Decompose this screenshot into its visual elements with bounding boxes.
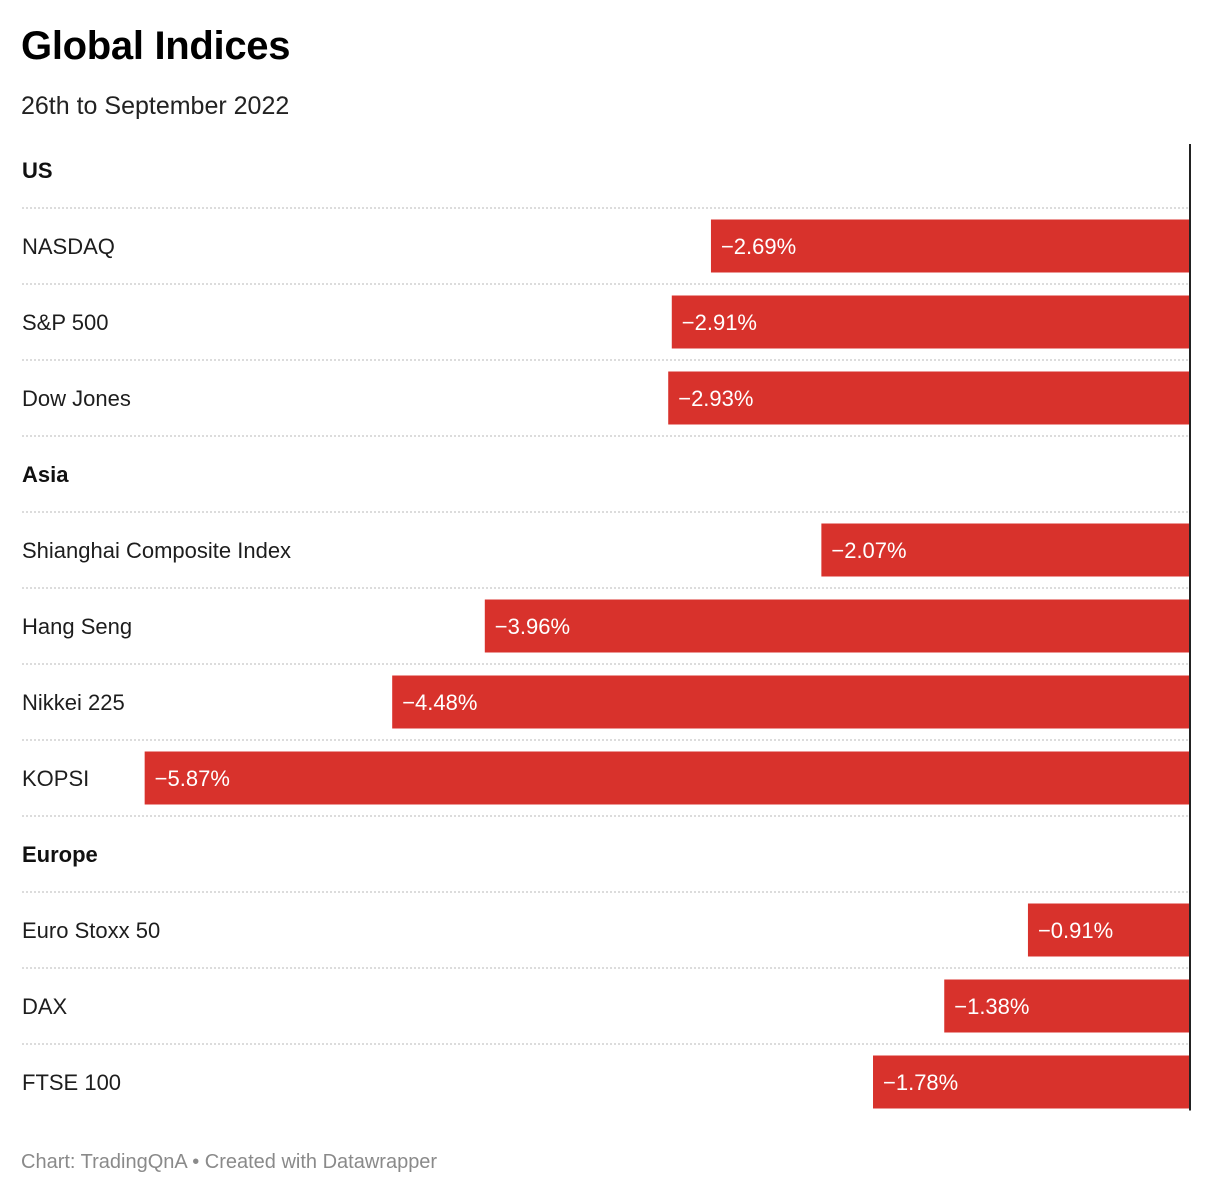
category-label: Nikkei 225: [22, 690, 125, 715]
bar: [392, 675, 1190, 729]
value-label: −3.96%: [495, 614, 570, 639]
value-label: −1.38%: [954, 994, 1029, 1019]
category-label: Dow Jones: [22, 386, 131, 411]
value-label: −2.69%: [721, 234, 796, 259]
value-label: −5.87%: [155, 766, 230, 791]
group-label: US: [22, 158, 53, 183]
bar: [1027, 903, 1190, 957]
category-label: Euro Stoxx 50: [22, 918, 160, 943]
value-label: −1.78%: [883, 1070, 958, 1095]
bar: [710, 219, 1190, 273]
chart-source-note: Chart: TradingQnA • Created with Datawra…: [21, 1151, 438, 1173]
category-label: DAX: [22, 994, 68, 1019]
bar: [484, 599, 1190, 653]
group-label: Asia: [22, 462, 69, 487]
bar: [873, 1055, 1190, 1109]
bar: [671, 295, 1190, 349]
chart-subtitle: 26th to September 2022: [21, 92, 290, 120]
value-label: −2.07%: [831, 538, 906, 563]
category-label: FTSE 100: [22, 1070, 121, 1095]
bar: [821, 523, 1190, 577]
value-label: −0.91%: [1038, 918, 1113, 943]
category-label: S&P 500: [22, 310, 108, 335]
category-label: Hang Seng: [22, 614, 132, 639]
value-label: −2.93%: [678, 386, 753, 411]
bar: [944, 979, 1190, 1033]
category-label: NASDAQ: [22, 234, 115, 259]
bar: [144, 751, 1191, 805]
value-label: −4.48%: [402, 690, 477, 715]
bar: [668, 371, 1190, 425]
chart-title: Global Indices: [21, 24, 291, 68]
value-label: −2.91%: [682, 310, 757, 335]
category-label: KOPSI: [22, 766, 89, 791]
category-label: Shianghai Composite Index: [22, 538, 291, 563]
group-label: Europe: [22, 842, 98, 867]
